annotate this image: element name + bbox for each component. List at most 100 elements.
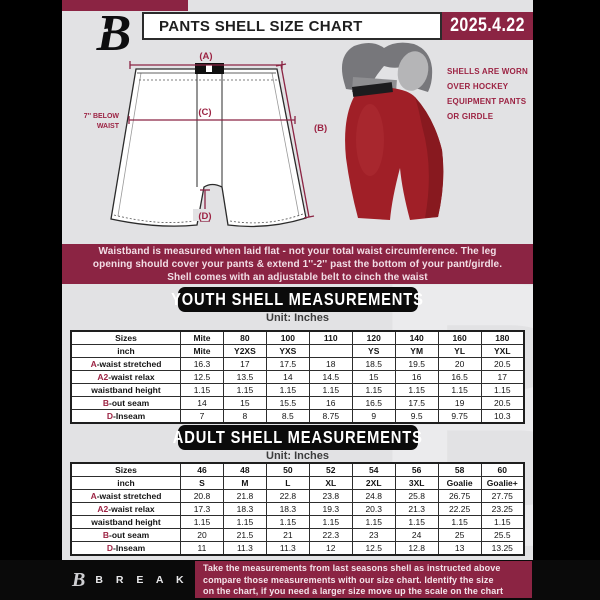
table-cell: 52	[308, 462, 353, 477]
table-cell: 48	[222, 462, 267, 477]
table-cell: 23.25	[480, 502, 525, 516]
table-cell: 1.15	[480, 515, 525, 529]
table-cell: 1.15	[351, 383, 396, 397]
table-cell: 20.5	[480, 357, 525, 371]
row-label: inch	[70, 344, 181, 358]
row-label: Sizes	[70, 330, 181, 345]
row-label: A-waist stretched	[70, 489, 181, 503]
table-cell: 11.3	[222, 541, 267, 556]
table-cell: 16	[394, 370, 439, 384]
table-cell: 24.8	[351, 489, 396, 503]
footer-logo-icon: B	[72, 569, 86, 591]
table-cell: 1.15	[308, 383, 353, 397]
table-cell: 20.5	[480, 396, 525, 410]
table-cell: 160	[437, 330, 482, 345]
table-cell: 46	[180, 462, 224, 477]
table-cell: 3XL	[394, 476, 439, 490]
table-cell: 19	[437, 396, 482, 410]
text-line: Shell comes with an adjustable belt to c…	[167, 271, 428, 283]
table-cell: 7	[180, 409, 224, 424]
table-cell: 16.5	[437, 370, 482, 384]
table-cell: 11.3	[265, 541, 310, 556]
pants-measurement-diagram: (A) (B) (C) (D) 7'' BELOW WAIST	[84, 42, 444, 228]
table-cell: 25.5	[480, 528, 525, 542]
table-cell: 15.5	[265, 396, 310, 410]
table-cell: 15	[222, 396, 267, 410]
table-cell: 17.3	[180, 502, 224, 516]
measurement-label-b: (B)	[314, 123, 327, 134]
table-row: waistband height 1.15 1.15 1.15 1.15 1.15 1.15…	[70, 383, 525, 397]
table-cell: 12.5	[180, 370, 224, 384]
footer-bar: B B R E A K A W A Y Take the measurement…	[0, 560, 600, 600]
table-cell: XL	[308, 476, 353, 490]
table-row: A-waist stretched 20.8 21.8 22.8 23.8 24.8 25.…	[70, 489, 525, 503]
row-label: A2-waist relax	[70, 502, 181, 516]
text-line: on the chart, if you need a larger size …	[203, 586, 504, 596]
table-cell: S	[180, 476, 224, 490]
row-label: A-waist stretched	[70, 357, 181, 371]
table-cell: 23.8	[308, 489, 353, 503]
footer-instructions: Take the measurements from last seasons …	[195, 561, 532, 598]
table-cell: 23	[351, 528, 396, 542]
table-cell: 1.15	[180, 383, 224, 397]
table-cell: 1.15	[480, 383, 525, 397]
table-cell: 1.15	[265, 515, 310, 529]
table-cell: 21.5	[222, 528, 267, 542]
text-line: SHELLS ARE WORN	[447, 67, 528, 76]
table-cell: 180	[480, 330, 525, 345]
table-row: D-Inseam 11 11.3 11.3 12 12.5 12.8 13 13.25	[70, 541, 525, 556]
content-area: B B PANTS SHELL SIZE CHART 2025.4.22	[62, 0, 533, 600]
text-line: Take the measurements from last seasons …	[203, 563, 501, 573]
table-cell: 10.3	[480, 409, 525, 424]
table-row: B-out seam 14 15 15.5 16 16.5 17.5 19 20.5	[70, 396, 525, 410]
row-label-prefix: B	[102, 398, 109, 408]
table-cell: 20.3	[351, 502, 396, 516]
table-row: inch S M L XL 2XL 3XL Goalie Goalie+	[70, 476, 525, 490]
waistband-notice-banner: Waistband is measured when laid flat - n…	[62, 244, 533, 284]
below-waist-note-line2: WAIST	[97, 123, 120, 130]
youth-section-heading: YOUTH SHELL MEASUREMENTS	[171, 287, 423, 312]
row-label: waistband height	[70, 383, 181, 397]
table-cell: 18.3	[222, 502, 267, 516]
table-cell: 8.75	[308, 409, 353, 424]
table-cell: 19.5	[394, 357, 439, 371]
table-cell: Y2XS	[222, 344, 267, 358]
table-cell: 24	[394, 528, 439, 542]
table-cell: 9	[351, 409, 396, 424]
table-cell: M	[222, 476, 267, 490]
youth-measurements-table: Sizes Mite 80 100 110 120 140 160 180 inch Mite Y2X…	[70, 330, 525, 424]
table-cell: 54	[351, 462, 396, 477]
row-label-prefix: D	[106, 411, 113, 421]
table-row: D-Inseam 7 8 8.5 8.75 9 9.5 9.75 10.3	[70, 409, 525, 424]
adult-section-heading: ADULT SHELL MEASUREMENTS	[173, 425, 422, 450]
youth-unit-label: Unit: Inches	[266, 312, 329, 324]
table-cell: 1.15	[351, 515, 396, 529]
row-label-prefix: A	[90, 491, 97, 501]
table-cell: 16.5	[351, 396, 396, 410]
table-cell: 1.15	[437, 515, 482, 529]
text-line: OVER HOCKEY	[447, 82, 509, 91]
row-label-prefix: A	[90, 359, 97, 369]
table-cell: 15	[351, 370, 396, 384]
table-cell: 60	[480, 462, 525, 477]
table-cell: 21	[265, 528, 310, 542]
measurement-label-d: (D)	[198, 211, 211, 222]
table-cell: 20.8	[180, 489, 224, 503]
table-cell: 22.25	[437, 502, 482, 516]
top-accent-bar	[62, 0, 188, 11]
text-line: OR GIRDLE	[447, 112, 494, 121]
table-cell	[308, 344, 353, 358]
table-cell: 1.15	[222, 515, 267, 529]
table-cell: 18	[308, 357, 353, 371]
row-label: D-Inseam	[70, 409, 181, 424]
date-text: 2025.4.22	[450, 15, 525, 36]
table-cell: 1.15	[180, 515, 224, 529]
table-cell: 56	[394, 462, 439, 477]
table-cell: Mite	[180, 344, 224, 358]
table-row: waistband height 1.15 1.15 1.15 1.15 1.15 1.15…	[70, 515, 525, 529]
table-cell: 8	[222, 409, 267, 424]
table-cell: 26.75	[437, 489, 482, 503]
table-cell: 16.3	[180, 357, 224, 371]
table-cell: 1.15	[437, 383, 482, 397]
